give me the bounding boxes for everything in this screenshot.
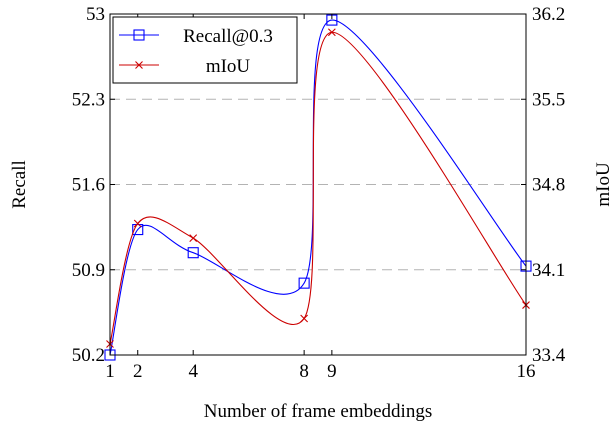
- y-tick-label-right: 33.4: [532, 345, 566, 366]
- y-tick-label-left: 50.9: [72, 260, 105, 281]
- legend-marker: [135, 61, 143, 69]
- data-point: [132, 224, 144, 236]
- legend-item: Recall@0.3: [119, 26, 273, 47]
- data-point: [187, 247, 199, 259]
- y-tick-label-left: 52.3: [72, 89, 105, 110]
- y-axis-label-left: Recall: [9, 160, 30, 209]
- y-tick-label-right: 35.5: [532, 89, 565, 110]
- x-tick-label: 1: [105, 361, 115, 382]
- series-recall: [104, 14, 532, 361]
- data-point: [298, 277, 310, 289]
- grid: [110, 98, 526, 271]
- series-line: [109, 19, 527, 356]
- legend-item: mIoU: [119, 56, 250, 77]
- legend-marker: [133, 29, 145, 41]
- data-point: [300, 314, 309, 323]
- legend: Recall@0.3 mIoU: [112, 16, 298, 84]
- y-tick-label-right: 34.8: [532, 175, 565, 196]
- y-tick-label-right: 36.2: [532, 4, 565, 25]
- y-tick-label-left: 53: [86, 4, 105, 25]
- x-tick-label: 9: [327, 361, 337, 382]
- x-tick-label: 4: [188, 361, 198, 382]
- y-tick-label-left: 50.2: [72, 345, 105, 366]
- y-axis-label-right: mIoU: [593, 162, 613, 207]
- data-point: [133, 219, 142, 228]
- legend-box: [112, 16, 298, 84]
- tick-labels: 50.2 50.9 51.6 52.3 53 33.4 34.1 34.8 35.5 36.2 1 2…: [72, 4, 566, 382]
- x-tick-label: 16: [517, 361, 536, 382]
- legend-label: Recall@0.3: [183, 26, 273, 47]
- x-axis-label: Number of frame embeddings: [204, 401, 432, 422]
- data-point: [189, 234, 198, 242]
- legend-label: mIoU: [206, 56, 251, 77]
- data-point: [327, 28, 336, 37]
- y-tick-label-right: 34.1: [532, 260, 565, 281]
- y-tick-label-left: 51.6: [72, 175, 105, 196]
- x-tick-label: 2: [133, 361, 143, 382]
- x-tick-label: 8: [299, 361, 309, 382]
